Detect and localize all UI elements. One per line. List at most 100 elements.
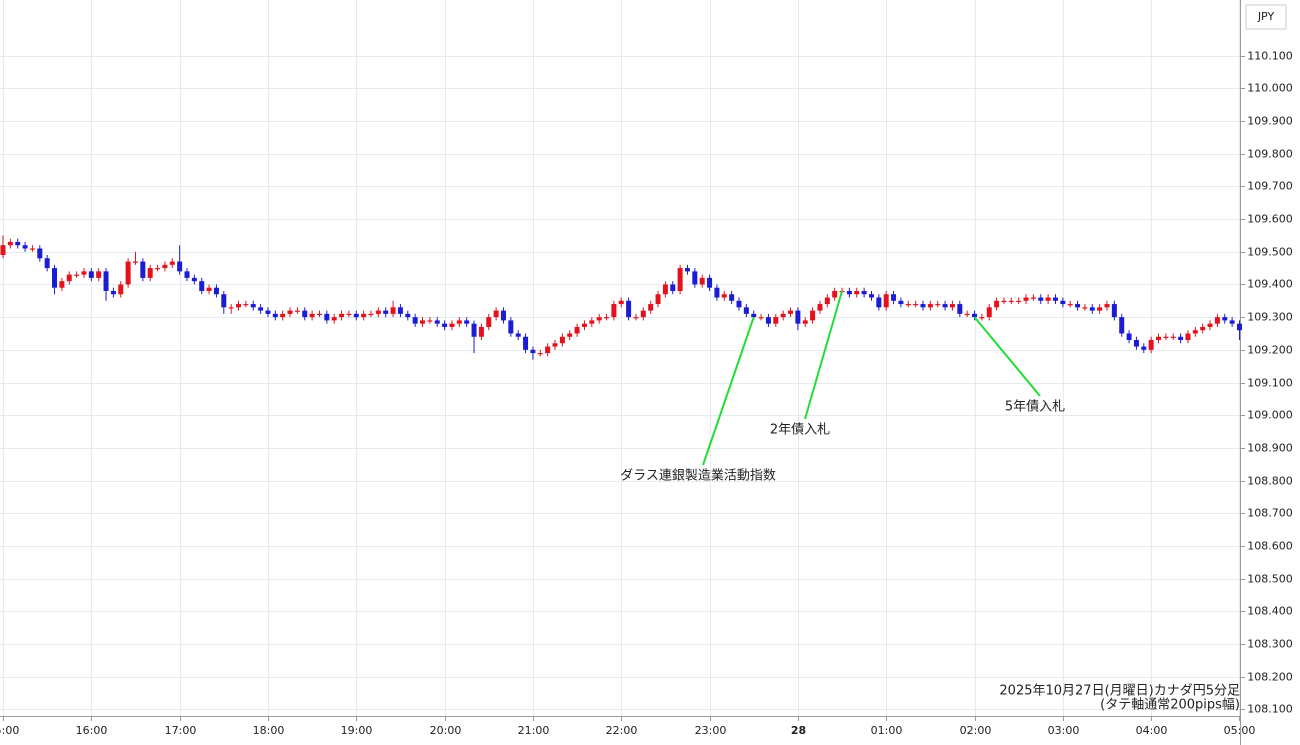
candle-body	[1222, 317, 1228, 321]
candle-body	[802, 320, 808, 324]
candle-body	[96, 271, 102, 278]
y-tick-label: 109.000	[1247, 409, 1293, 422]
candle-body	[250, 304, 256, 308]
candle-body	[339, 313, 345, 318]
candle-body	[618, 300, 624, 305]
annotations: ダラス連銀製造業活動指数 2年債入札 5年債入札	[620, 290, 1065, 484]
y-tick-label: 109.100	[1247, 377, 1293, 390]
candle-body	[530, 349, 536, 354]
candle-body	[456, 320, 462, 324]
candle-body	[22, 245, 28, 249]
candle-body	[1016, 300, 1022, 302]
candle-body	[721, 294, 727, 298]
candle-body	[736, 300, 742, 308]
x-tick-label: 15:00	[0, 724, 19, 737]
axis-label: JPY	[1257, 10, 1275, 23]
candle-body	[604, 317, 610, 319]
candle-body	[81, 271, 87, 275]
candle-body	[854, 290, 860, 295]
candle-body	[1052, 297, 1058, 301]
candle-body	[581, 323, 587, 327]
y-tick-label: 108.800	[1247, 475, 1293, 488]
candle-body	[147, 268, 153, 278]
candle-body	[1045, 297, 1051, 301]
candle-body	[751, 313, 757, 318]
candle-body	[589, 320, 595, 324]
candle-body	[1060, 300, 1066, 305]
candle-body	[486, 317, 492, 327]
candle-body	[942, 304, 948, 308]
candle-body	[640, 310, 646, 318]
annotation-label: 2年債入札	[770, 423, 830, 438]
candle-body	[979, 317, 985, 319]
candle-body	[434, 320, 440, 324]
candle-body	[846, 290, 852, 295]
candle-body	[1178, 336, 1184, 341]
candle-body	[383, 310, 389, 314]
candle-body	[199, 281, 205, 291]
candle-body	[191, 277, 197, 282]
candle-body	[972, 313, 978, 318]
candle-body	[662, 284, 668, 295]
x-tick-label: 17:00	[165, 724, 197, 737]
candle-body	[449, 323, 455, 327]
candle-body	[699, 277, 705, 285]
x-tick-label: 21:00	[518, 724, 550, 737]
candle-body	[765, 317, 771, 324]
candle-body	[177, 261, 183, 272]
annotation-label: 5年債入札	[1005, 400, 1065, 415]
candles	[0, 235, 1242, 360]
candle-body	[868, 294, 874, 298]
candle-body	[442, 323, 448, 327]
y-tick-label: 109.800	[1247, 148, 1293, 161]
y-tick-label: 108.100	[1247, 703, 1293, 716]
candle-body	[1126, 333, 1132, 341]
candle-body	[1111, 304, 1117, 318]
candle-body	[140, 261, 146, 278]
candle-body	[949, 304, 955, 308]
candle-body	[920, 304, 926, 308]
x-tick-label: 20:00	[430, 724, 462, 737]
candle-body	[574, 326, 580, 334]
candle-body	[1089, 307, 1095, 311]
candle-body	[361, 313, 367, 318]
candle-body	[861, 290, 867, 295]
candle-body	[1163, 336, 1169, 338]
y-tick-label: 110.100	[1247, 50, 1293, 63]
candle-body	[155, 268, 161, 270]
candle-body	[228, 307, 234, 309]
y-tick-label: 109.500	[1247, 246, 1293, 259]
candle-body	[1185, 333, 1191, 341]
candle-body	[464, 320, 470, 324]
candle-body	[412, 317, 418, 324]
candle-body	[427, 320, 433, 322]
candle-body	[1082, 307, 1088, 309]
candle-body	[478, 326, 484, 337]
candle-body	[1030, 297, 1036, 299]
candle-body	[1001, 300, 1007, 302]
candle-body	[905, 304, 911, 306]
footnote: 2025年10月27日(月曜日)カナダ円5分足	[999, 684, 1240, 699]
candle-body	[832, 290, 838, 298]
candle-body	[515, 333, 521, 337]
candle-body	[714, 287, 720, 298]
x-tick-label: 02:00	[960, 724, 992, 737]
candle-body	[1148, 340, 1154, 350]
candle-body	[88, 271, 94, 278]
candle-body	[883, 294, 889, 308]
candle-body	[773, 317, 779, 324]
y-tick-label: 109.300	[1247, 311, 1293, 324]
candle-body	[898, 300, 904, 305]
candle-body	[420, 320, 426, 324]
candle-body	[545, 346, 551, 354]
candle-body	[655, 294, 661, 305]
candle-body	[265, 310, 271, 314]
y-tick-label: 108.700	[1247, 507, 1293, 520]
y-tick-label: 108.900	[1247, 442, 1293, 455]
candle-body	[692, 271, 698, 285]
y-tick-label: 108.300	[1247, 638, 1293, 651]
candle-body	[1207, 323, 1213, 327]
candle-body	[1141, 346, 1147, 350]
candle-body	[795, 310, 801, 324]
candle-body	[236, 304, 242, 308]
